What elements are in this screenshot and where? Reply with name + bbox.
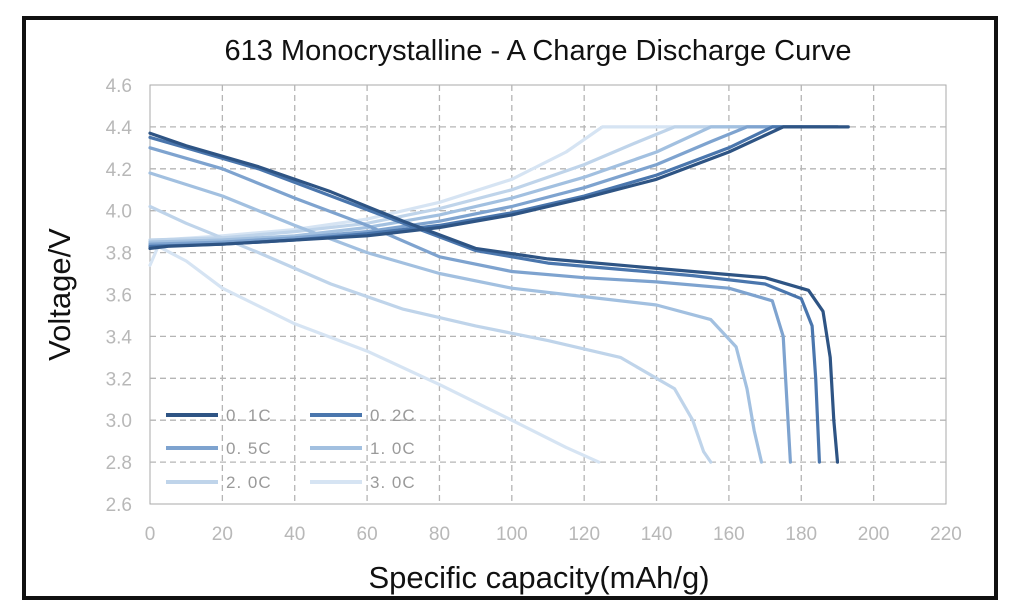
x-tick-label: 40	[284, 524, 305, 545]
x-tick-label: 100	[496, 524, 528, 545]
discharge-curve	[148, 131, 840, 464]
x-tick-label: 80	[429, 524, 450, 545]
x-tick-label: 20	[212, 524, 233, 545]
x-tick-label: 60	[357, 524, 378, 545]
legend: 0. 1C 0. 2C 0. 5C 1. 0C 2. 0C 3. 0C	[166, 406, 416, 492]
x-axis-label: Specific capacity(mAh/g)	[368, 560, 709, 595]
legend-item: 0. 2C	[310, 406, 416, 425]
x-tick-label: 140	[641, 524, 673, 545]
y-tick-label: 2.6	[106, 495, 132, 516]
x-tick-label: 200	[858, 524, 890, 545]
legend-item: 2. 0C	[166, 473, 272, 492]
discharge-curve	[148, 135, 821, 464]
y-tick-label: 4.6	[106, 76, 132, 97]
y-tick-label: 3.2	[106, 369, 132, 390]
chart-title: 613 Monocrystalline - A Charge Discharge…	[224, 35, 851, 67]
x-tick-label: 160	[713, 524, 745, 545]
series-0-5c	[148, 125, 821, 464]
y-tick-label: 2.8	[106, 453, 132, 474]
x-tick-label: 0	[145, 524, 156, 545]
x-tick-label: 180	[785, 524, 817, 545]
chart-svg: 613 Monocrystalline - A Charge Discharge…	[42, 35, 962, 595]
x-tick-label: 120	[568, 524, 600, 545]
y-tick-label: 3.8	[106, 244, 132, 265]
y-axis-ticks: 2.6 2.8 3.0 3.2 3.4 3.6 3.8 4.0 4.2 4.4 4.6	[106, 76, 133, 516]
legend-label: 0. 2C	[370, 406, 416, 425]
legend-label: 3. 0C	[370, 473, 416, 492]
y-tick-label: 4.0	[106, 202, 132, 223]
legend-item: 3. 0C	[310, 473, 416, 492]
series-layer	[148, 125, 850, 464]
discharge-curve	[148, 240, 601, 464]
legend-label: 1. 0C	[370, 439, 416, 458]
series-2-0c	[148, 125, 785, 464]
y-tick-label: 3.4	[106, 327, 133, 348]
y-tick-label: 4.2	[106, 160, 132, 181]
legend-item: 1. 0C	[310, 439, 416, 458]
discharge-curve	[148, 171, 764, 464]
series-1-0c	[148, 125, 803, 464]
y-tick-label: 4.4	[106, 118, 133, 139]
y-tick-label: 3.6	[106, 286, 132, 307]
legend-item: 0. 1C	[166, 406, 272, 425]
charge-curve	[148, 125, 803, 244]
charge-curve	[148, 125, 785, 242]
y-tick-label: 3.0	[106, 411, 132, 432]
charge-curve	[148, 125, 821, 246]
legend-label: 0. 5C	[226, 439, 272, 458]
series-0-1c	[148, 125, 850, 464]
chart-frame: 613 Monocrystalline - A Charge Discharge…	[22, 16, 998, 600]
legend-label: 2. 0C	[226, 473, 272, 492]
x-axis-ticks: 0 20 40 60 80 100 120 140 160 180 200 220	[145, 524, 962, 545]
charge-curve	[148, 125, 850, 250]
discharge-curve	[148, 204, 713, 464]
x-tick-label: 220	[930, 524, 962, 545]
legend-item: 0. 5C	[166, 439, 272, 458]
legend-label: 0. 1C	[226, 406, 272, 425]
discharge-curve	[148, 146, 792, 464]
y-axis-label: Voltage/V	[42, 228, 77, 361]
